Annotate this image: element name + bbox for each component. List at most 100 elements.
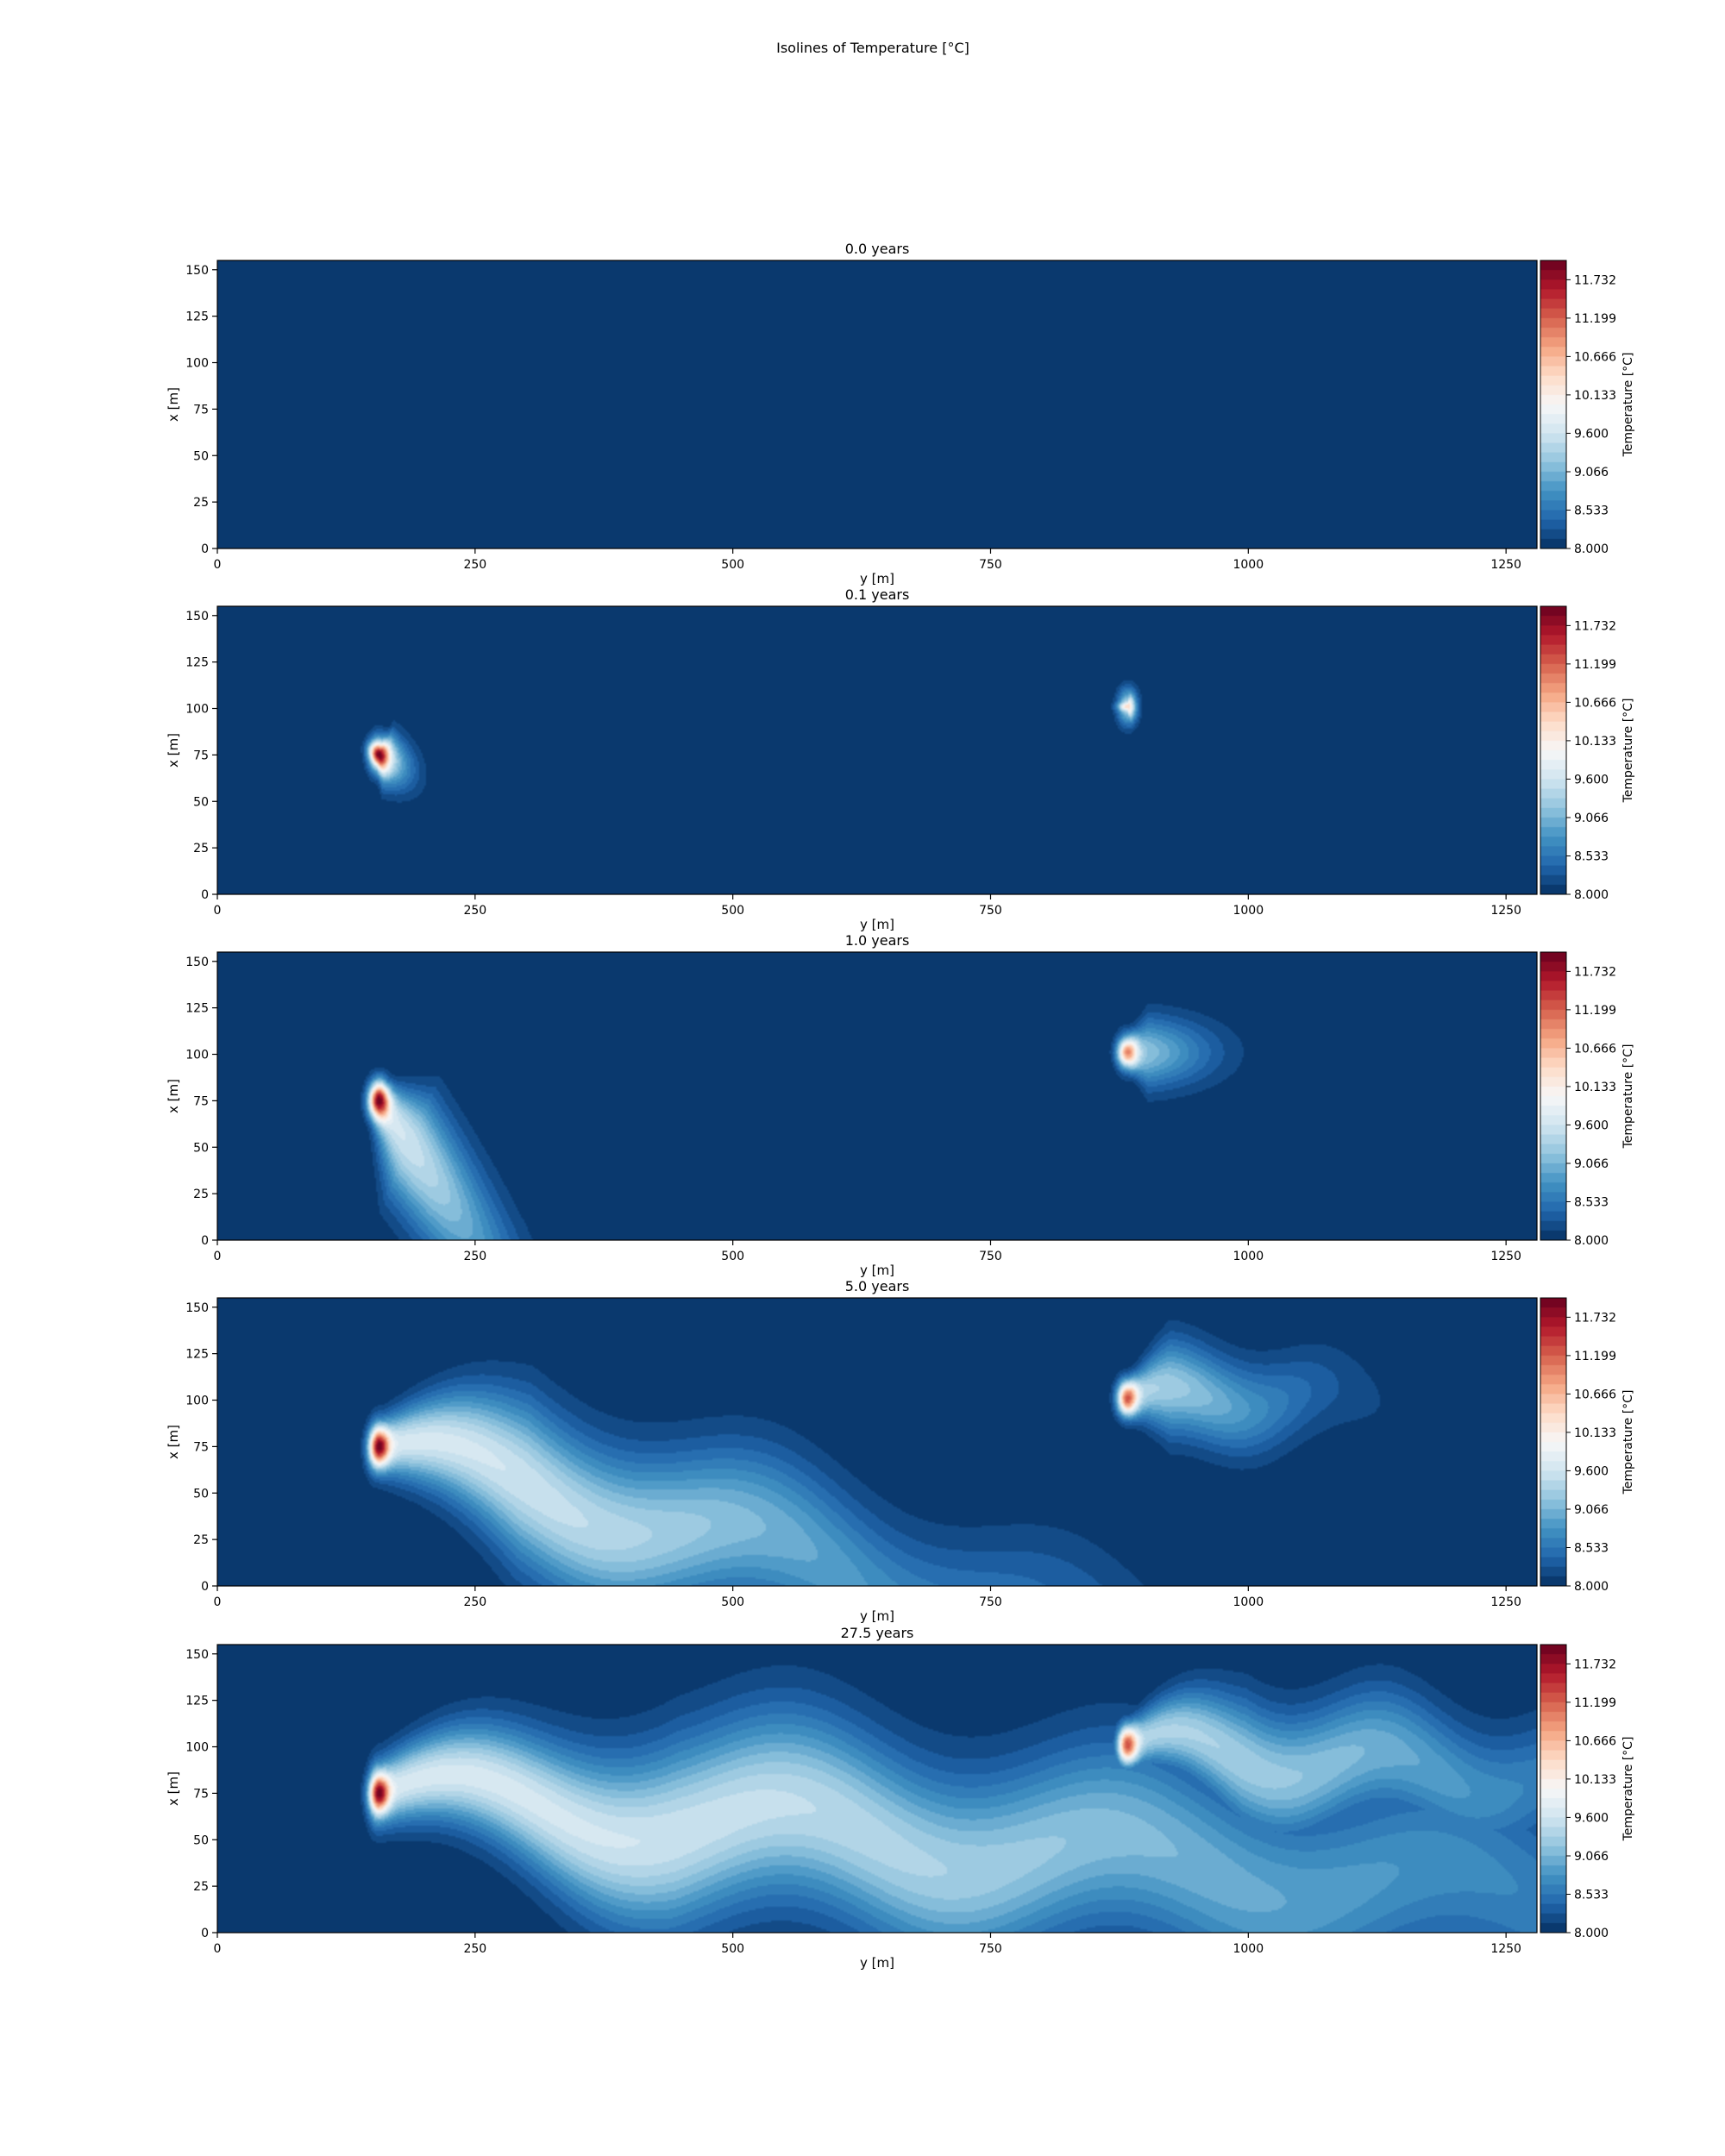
axes-frame [216, 605, 1538, 895]
colorbar-tick-label: 10.133 [1574, 1081, 1616, 1094]
colorbar-frame [1540, 951, 1567, 1241]
y-tick-label: 25 [193, 1880, 209, 1894]
colorbar-tick-label: 11.732 [1574, 1311, 1616, 1325]
y-tick-label: 75 [193, 1440, 209, 1454]
colorbar-tick-label: 11.199 [1574, 1350, 1616, 1363]
colorbar-tick-label: 11.732 [1574, 619, 1616, 633]
colorbar-frame [1540, 1644, 1567, 1934]
colorbar-tick-label: 10.133 [1574, 735, 1616, 749]
y-tick-label: 125 [185, 1695, 209, 1708]
y-tick-label: 0 [201, 888, 209, 902]
y-tick-label: 100 [185, 1741, 209, 1755]
x-tick-label: 0 [214, 1250, 222, 1263]
colorbar-tick-label: 8.533 [1574, 1541, 1609, 1555]
colorbar-frame [1540, 1297, 1567, 1587]
colorbar-tick-label: 10.133 [1574, 389, 1616, 403]
axes-frame [216, 1297, 1538, 1587]
panel-3: 5.0 years 0 250 500 750 1000 1250 0 25 50 75 100 125… [166, 1278, 1635, 1624]
x-tick-label: 1250 [1490, 904, 1521, 918]
y-tick-label: 150 [185, 264, 209, 278]
y-tick-label: 75 [193, 749, 209, 762]
colorbar-gradient [1540, 952, 1566, 1240]
colorbar-label: Temperature [°C] [1622, 1737, 1635, 1842]
colorbar-tick-label: 8.533 [1574, 1195, 1609, 1209]
colorbar: 8.000 8.533 9.066 9.600 10.133 10.666 11.199 11… [1540, 951, 1635, 1248]
y-axis-label: x [m] [166, 387, 181, 422]
temperature-field [217, 606, 1537, 894]
y-tick-label: 50 [193, 1487, 209, 1501]
y-tick-label: 0 [201, 1234, 209, 1248]
colorbar-label: Temperature [°C] [1622, 699, 1635, 804]
x-tick-label: 1000 [1233, 1595, 1264, 1609]
colorbar-tick-label: 9.066 [1574, 812, 1609, 825]
temperature-field [217, 1645, 1537, 1933]
colorbar: 8.000 8.533 9.066 9.600 10.133 10.666 11.199 11… [1540, 1644, 1635, 1940]
x-tick-label: 750 [979, 1250, 1002, 1263]
x-tick-label: 500 [721, 1595, 744, 1609]
x-tick-label: 750 [979, 558, 1002, 572]
colorbar-tick-label: 9.600 [1574, 773, 1609, 787]
colorbar-tick-label: 9.066 [1574, 1850, 1609, 1864]
colorbar-tick-label: 9.066 [1574, 466, 1609, 479]
colorbar-tick-label: 11.199 [1574, 658, 1616, 672]
y-tick-label: 0 [201, 1580, 209, 1594]
y-tick-label: 75 [193, 1094, 209, 1108]
x-tick-label: 250 [463, 558, 486, 572]
figure-suptitle: Isolines of Temperature [°C] [776, 40, 969, 56]
colorbar-tick-label: 10.133 [1574, 1773, 1616, 1787]
panel-title: 0.1 years [845, 586, 910, 603]
y-tick-label: 100 [185, 357, 209, 371]
colorbar-tick-label: 8.000 [1574, 888, 1609, 902]
x-tick-label: 500 [721, 1942, 744, 1956]
colorbar: 8.000 8.533 9.066 9.600 10.133 10.666 11.199 11… [1540, 260, 1635, 556]
x-tick-label: 250 [463, 1942, 486, 1956]
colorbar-label: Temperature [°C] [1622, 353, 1635, 458]
x-axis-label: y [m] [860, 571, 894, 586]
y-tick-label: 25 [193, 1533, 209, 1547]
y-tick-label: 100 [185, 703, 209, 717]
y-tick-label: 25 [193, 496, 209, 510]
x-tick-label: 250 [463, 904, 486, 918]
x-tick-label: 1000 [1233, 904, 1264, 918]
colorbar-gradient [1540, 260, 1566, 548]
colorbar-frame [1540, 605, 1567, 895]
y-tick-label: 150 [185, 1301, 209, 1315]
colorbar-tick-label: 9.600 [1574, 1119, 1609, 1132]
colorbar-tick-label: 10.666 [1574, 1042, 1616, 1056]
x-axis-label: y [m] [860, 1955, 894, 1971]
panel-title: 1.0 years [845, 932, 910, 949]
colorbar-tick-label: 10.133 [1574, 1426, 1616, 1440]
x-axis-label: y [m] [860, 1608, 894, 1624]
colorbar: 8.000 8.533 9.066 9.600 10.133 10.666 11.199 11… [1540, 605, 1635, 902]
panel-title: 5.0 years [845, 1278, 910, 1294]
panel-0: 0.0 years 0 250 500 750 1000 1250 0 25 50 75 100 125… [166, 241, 1635, 586]
panel-4: 27.5 years 0 250 500 750 1000 1250 0 25 50 75 100 12… [166, 1625, 1635, 1971]
x-tick-label: 500 [721, 558, 744, 572]
y-axis-label: x [m] [166, 1425, 181, 1459]
y-tick-label: 50 [193, 449, 209, 463]
x-tick-label: 1250 [1490, 1595, 1521, 1609]
y-tick-label: 125 [185, 1348, 209, 1362]
x-tick-label: 0 [214, 558, 222, 572]
colorbar-tick-label: 9.600 [1574, 1464, 1609, 1478]
axes-frame [216, 951, 1538, 1241]
colorbar-tick-label: 11.732 [1574, 1658, 1616, 1671]
colorbar-label: Temperature [°C] [1622, 1390, 1635, 1495]
y-tick-label: 25 [193, 1188, 209, 1201]
x-tick-label: 0 [214, 1595, 222, 1609]
colorbar-tick-label: 8.533 [1574, 849, 1609, 863]
colorbar-gradient [1540, 1298, 1566, 1586]
x-tick-label: 1250 [1490, 1250, 1521, 1263]
colorbar-tick-label: 8.000 [1574, 1234, 1609, 1248]
x-tick-label: 1000 [1233, 1250, 1264, 1263]
x-tick-label: 0 [214, 904, 222, 918]
colorbar-tick-label: 9.600 [1574, 427, 1609, 441]
colorbar-tick-label: 11.732 [1574, 273, 1616, 287]
y-tick-label: 25 [193, 842, 209, 856]
x-tick-label: 500 [721, 1250, 744, 1263]
temperature-field [217, 260, 1537, 548]
y-tick-label: 150 [185, 610, 209, 624]
colorbar-label: Temperature [°C] [1622, 1044, 1635, 1150]
